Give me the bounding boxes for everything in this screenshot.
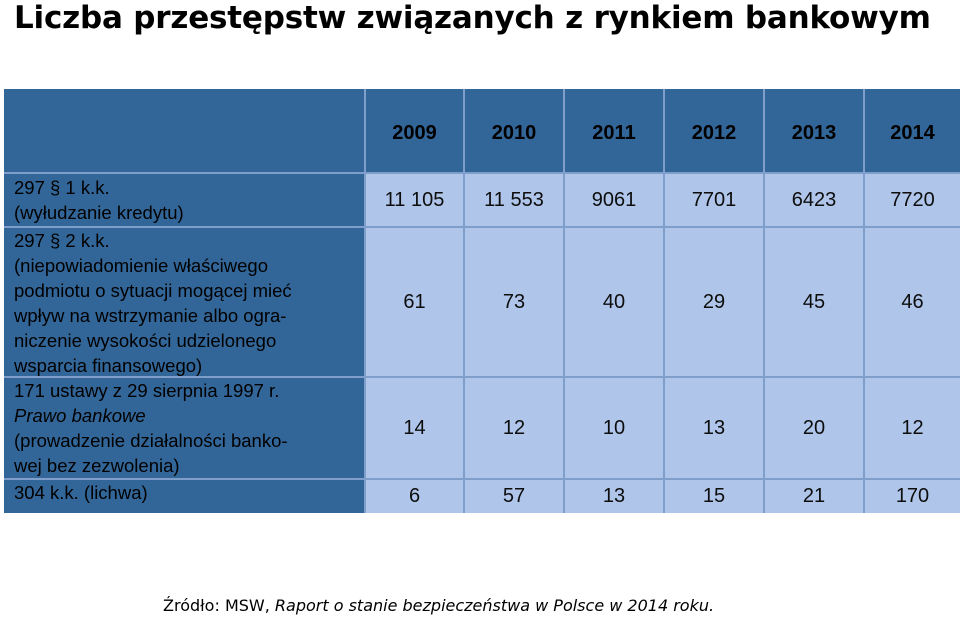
table-cell: 10 — [565, 378, 663, 478]
row-label-line: wej bez zezwolenia) — [14, 455, 180, 476]
table-cell: 7720 — [865, 174, 960, 226]
row-label-line: wpływ na wstrzymanie albo ogra- — [14, 305, 287, 326]
table-cell: 20 — [765, 378, 863, 478]
crime-statistics-table: 2009 2010 2011 2012 2013 2014 297 § 1 k.… — [4, 89, 960, 513]
row-label-297-1: 297 § 1 k.k. (wyłudzanie kredytu) — [4, 174, 364, 226]
table-cell: 57 — [465, 480, 563, 513]
source-title: Raport o stanie bezpieczeństwa w Polsce … — [274, 596, 715, 615]
row-label-304-lichwa: 304 k.k. (lichwa) — [4, 480, 364, 513]
header-year-2012: 2012 — [665, 89, 763, 172]
table-cell: 9061 — [565, 174, 663, 226]
row-label-line: (prowadzenie działalności banko- — [14, 430, 288, 451]
row-label-line: (wyłudzanie kredytu) — [14, 202, 184, 223]
table-cell: 170 — [865, 480, 960, 513]
table-cell: 6 — [366, 480, 463, 513]
table-cell: 11 105 — [366, 174, 463, 226]
table-cell: 21 — [765, 480, 863, 513]
row-label-line: 297 § 1 k.k. — [14, 177, 110, 198]
table-cell: 45 — [765, 228, 863, 376]
row-label-line: Prawo bankowe — [14, 405, 146, 426]
row-label-297-2: 297 § 2 k.k. (niepowiadomienie właściweg… — [4, 228, 364, 376]
header-year-2014: 2014 — [865, 89, 960, 172]
row-label-171-prawo-bankowe: 171 ustawy z 29 sierpnia 1997 r. Prawo b… — [4, 378, 364, 478]
table-corner-cell — [4, 89, 364, 172]
row-label-line: 171 ustawy z 29 sierpnia 1997 r. — [14, 380, 280, 401]
table-cell: 13 — [665, 378, 763, 478]
table-cell: 6423 — [765, 174, 863, 226]
row-label-line: 304 k.k. (lichwa) — [14, 482, 148, 503]
source-note: Źródło: MSW, Raport o stanie bezpieczeńs… — [163, 596, 714, 615]
table-cell: 61 — [366, 228, 463, 376]
table-cell: 14 — [366, 378, 463, 478]
page-title: Liczba przestępstw związanych z rynkiem … — [14, 0, 931, 36]
table-cell: 12 — [465, 378, 563, 478]
table-cell: 73 — [465, 228, 563, 376]
row-label-line: (niepowiadomienie właściwego — [14, 255, 268, 276]
header-year-2010: 2010 — [465, 89, 563, 172]
source-prefix: Źródło: MSW, — [163, 596, 275, 615]
row-label-line: podmiotu o sytuacji mogącej mieć — [14, 280, 292, 301]
table-cell: 46 — [865, 228, 960, 376]
table-cell: 29 — [665, 228, 763, 376]
table-cell: 12 — [865, 378, 960, 478]
table-cell: 15 — [665, 480, 763, 513]
header-year-2009: 2009 — [366, 89, 463, 172]
row-label-line: niczenie wysokości udzielonego — [14, 330, 277, 351]
header-year-2013: 2013 — [765, 89, 863, 172]
table-cell: 11 553 — [465, 174, 563, 226]
row-label-line: 297 § 2 k.k. — [14, 230, 110, 251]
header-year-2011: 2011 — [565, 89, 663, 172]
row-label-line: wsparcia finansowego) — [14, 355, 203, 376]
table-cell: 7701 — [665, 174, 763, 226]
table-cell: 40 — [565, 228, 663, 376]
table-cell: 13 — [565, 480, 663, 513]
